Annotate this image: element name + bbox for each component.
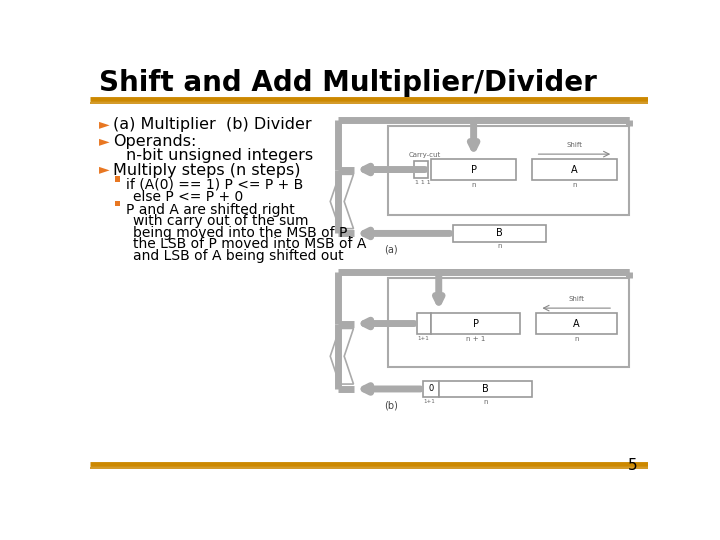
Text: ►: ► xyxy=(99,134,110,148)
Bar xyxy=(431,159,516,180)
Text: n: n xyxy=(472,182,476,188)
Text: else P <= P + 0: else P <= P + 0 xyxy=(132,190,243,204)
Bar xyxy=(417,313,431,334)
Bar xyxy=(532,159,617,180)
Text: 1 1 1: 1 1 1 xyxy=(415,179,431,185)
Text: and LSB of A being shifted out: and LSB of A being shifted out xyxy=(132,249,343,263)
Text: P: P xyxy=(471,165,477,174)
Text: Shift and Add Multiplier/Divider: Shift and Add Multiplier/Divider xyxy=(99,69,597,97)
Text: n-bit unsigned integers: n-bit unsigned integers xyxy=(126,148,312,163)
Text: n: n xyxy=(483,399,487,405)
Text: Shift: Shift xyxy=(567,142,582,148)
Text: P: P xyxy=(472,319,479,328)
Text: n: n xyxy=(574,336,579,342)
Text: the LSB of P moved into MSB of A: the LSB of P moved into MSB of A xyxy=(132,237,366,251)
Text: with carry out of the sum: with carry out of the sum xyxy=(132,214,308,228)
Text: Carry-cut: Carry-cut xyxy=(409,152,441,158)
Bar xyxy=(388,126,629,215)
Text: 1+1: 1+1 xyxy=(423,399,435,404)
Bar xyxy=(423,381,438,397)
Text: (a) Multiplier  (b) Divider: (a) Multiplier (b) Divider xyxy=(113,117,312,132)
Bar xyxy=(388,278,629,367)
Text: Multiply steps (n steps): Multiply steps (n steps) xyxy=(113,163,301,178)
Text: n: n xyxy=(497,244,501,249)
Text: Shift: Shift xyxy=(568,296,585,302)
Text: 0: 0 xyxy=(428,384,433,394)
Polygon shape xyxy=(330,174,354,228)
Bar xyxy=(414,161,428,178)
Text: P and A are shifted right: P and A are shifted right xyxy=(126,202,294,217)
Text: ►: ► xyxy=(99,163,110,177)
Bar xyxy=(438,381,532,397)
Text: ►: ► xyxy=(99,117,110,131)
Bar xyxy=(431,313,520,334)
Text: A: A xyxy=(571,165,577,174)
Text: Operands:: Operands: xyxy=(113,134,197,149)
Bar xyxy=(114,201,120,206)
Text: n + 1: n + 1 xyxy=(466,336,485,342)
Text: 1+1: 1+1 xyxy=(417,336,429,341)
Text: 5: 5 xyxy=(628,458,637,473)
Bar xyxy=(453,225,546,242)
Bar xyxy=(114,177,120,182)
Text: A: A xyxy=(573,319,580,328)
Text: B: B xyxy=(482,384,489,394)
Text: if (A(0) == 1) P <= P + B: if (A(0) == 1) P <= P + B xyxy=(126,178,303,192)
Bar xyxy=(536,313,617,334)
Text: (a): (a) xyxy=(384,245,398,255)
Text: n: n xyxy=(572,182,577,188)
Text: B: B xyxy=(496,228,503,239)
Text: being moved into the MSB of P,: being moved into the MSB of P, xyxy=(132,226,351,240)
Text: (b): (b) xyxy=(384,401,398,410)
Polygon shape xyxy=(330,328,354,384)
